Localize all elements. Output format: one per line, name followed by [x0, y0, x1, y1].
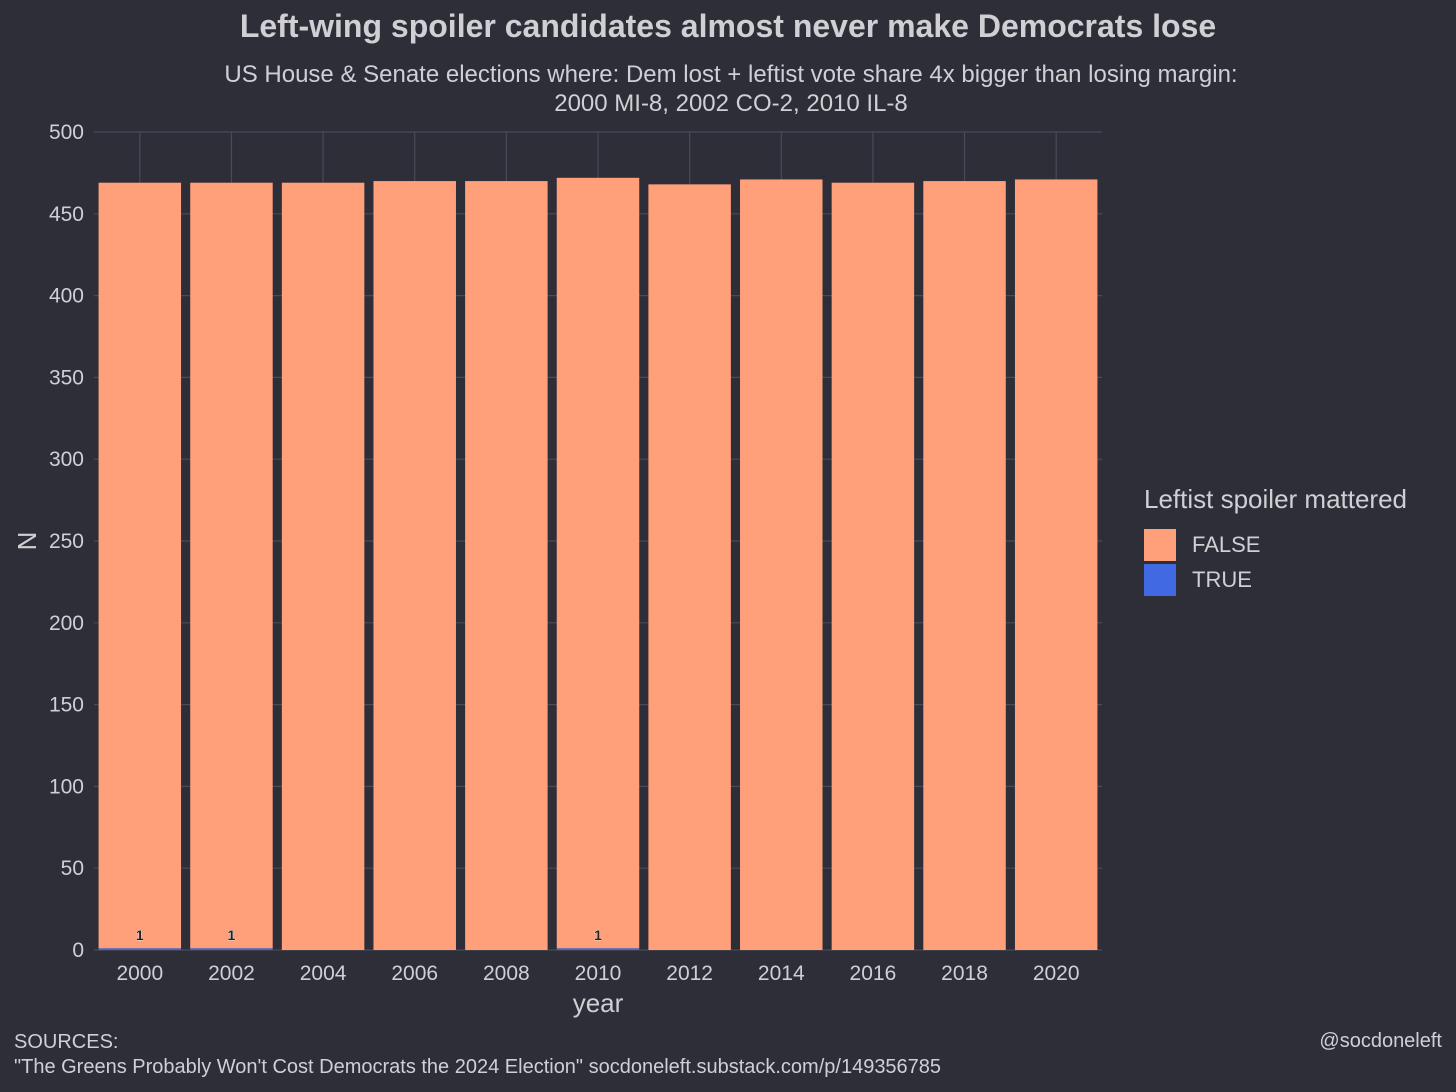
data-label-2000: 1 [136, 927, 144, 943]
x-tick-label: 2016 [850, 962, 897, 985]
y-tick-label: 150 [49, 694, 84, 717]
bar-false-2020 [1014, 179, 1098, 951]
bar-false-2016 [831, 182, 915, 950]
sources: SOURCES: "The Greens Probably Won't Cost… [14, 1030, 941, 1080]
legend: Leftist spoiler mattered FALSE TRUE [1144, 484, 1444, 597]
y-tick-label: 300 [49, 448, 84, 471]
bar-false-2002 [190, 182, 273, 949]
x-tick-label: 2018 [941, 962, 988, 985]
chart-subtitle: US House & Senate elections where: Dem l… [0, 60, 1456, 118]
bar-true-2002 [190, 948, 273, 950]
x-tick-label: 2002 [208, 962, 255, 985]
x-tick-label: 2012 [666, 962, 713, 985]
bar-true-2010 [556, 948, 640, 950]
y-tick-label: 350 [49, 366, 84, 389]
y-tick-label: 500 [49, 121, 84, 144]
subtitle-line-1: US House & Senate elections where: Dem l… [224, 61, 1238, 88]
legend-label-false: FALSE [1192, 531, 1261, 557]
subtitle-line-2: 2000 MI-8, 2002 CO-2, 2010 IL-8 [554, 90, 908, 117]
bar-true-2000 [98, 948, 182, 950]
bar-false-2012 [648, 184, 731, 951]
x-tick-label: 2006 [391, 962, 438, 985]
legend-title: Leftist spoiler mattered [1144, 484, 1408, 514]
x-tick-label: 2008 [483, 962, 530, 985]
bar-false-2008 [465, 181, 548, 950]
legend-swatch-false [1144, 528, 1176, 561]
x-tick-label: 2014 [758, 962, 805, 985]
y-tick-label: 450 [49, 203, 84, 226]
x-axis-title: year [573, 988, 624, 1018]
legend-item-false: FALSE [1144, 527, 1444, 562]
x-tick-label: 2004 [300, 962, 347, 985]
bar-false-2006 [373, 181, 456, 950]
bar-false-2004 [281, 182, 365, 950]
y-tick-label: 100 [49, 775, 84, 798]
x-tick-label: 2000 [116, 962, 163, 985]
bar-false-2000 [98, 182, 182, 949]
legend-label-true: TRUE [1192, 566, 1252, 592]
x-tick-label: 2020 [1033, 962, 1080, 985]
sources-heading: SOURCES: [14, 1031, 119, 1053]
y-tick-label: 50 [61, 857, 84, 880]
data-label-2010: 1 [594, 927, 602, 943]
y-tick-label: 250 [49, 530, 84, 553]
legend-swatch-true [1144, 563, 1176, 596]
bar-false-2014 [740, 179, 823, 951]
y-tick-label: 400 [49, 285, 84, 308]
y-tick-label: 200 [49, 612, 84, 635]
bar-false-2018 [923, 181, 1006, 950]
y-axis-title: N [12, 532, 42, 551]
bar-false-2010 [556, 177, 640, 949]
y-tick-label: 0 [72, 939, 84, 962]
chart-title: Left-wing spoiler candidates almost neve… [239, 8, 1217, 44]
sources-text: "The Greens Probably Won't Cost Democrat… [14, 1056, 942, 1078]
data-label-2002: 1 [228, 927, 236, 943]
x-tick-label: 2010 [575, 962, 622, 985]
author-handle: @socdoneleft [1319, 1030, 1442, 1052]
legend-item-true: TRUE [1144, 562, 1444, 597]
